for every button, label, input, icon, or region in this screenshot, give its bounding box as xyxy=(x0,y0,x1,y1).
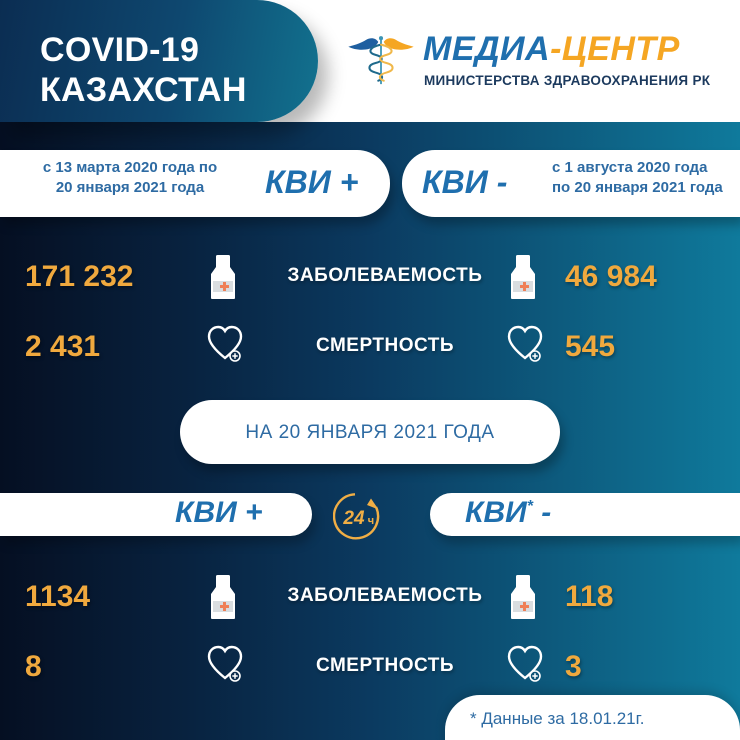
svg-text:24: 24 xyxy=(342,508,365,529)
svg-text:ч: ч xyxy=(368,515,374,527)
